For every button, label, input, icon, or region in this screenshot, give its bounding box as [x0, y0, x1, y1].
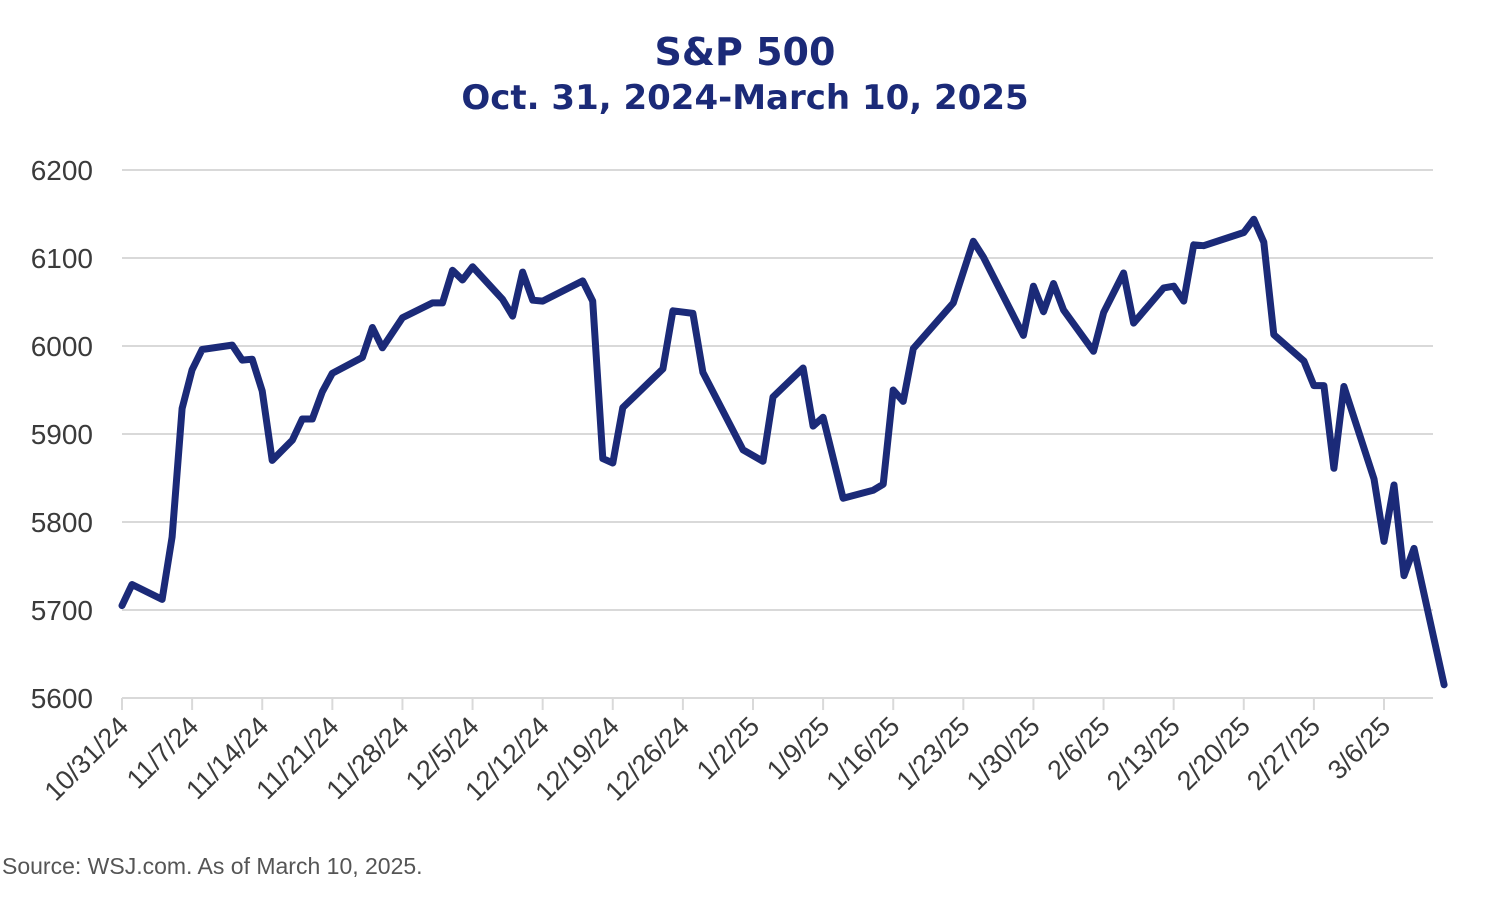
- x-tick-label: 2/20/25: [1171, 711, 1256, 796]
- x-tick-label: 1/2/25: [691, 711, 765, 785]
- y-tick-label: 6100: [31, 243, 93, 274]
- series-line-sp500: [118, 215, 1448, 689]
- y-tick-label: 5900: [31, 419, 93, 450]
- y-axis: 5600 5700 5800 5900 6000 6100 6200: [31, 155, 93, 714]
- chart-subtitle: Oct. 31, 2024-March 10, 2025: [461, 78, 1028, 118]
- gridlines: [122, 169, 1433, 699]
- x-tick-label: 1/16/25: [821, 711, 906, 796]
- series-layer: [118, 215, 1448, 689]
- y-tick-label: 5600: [31, 683, 93, 714]
- source-note: Source: WSJ.com. As of March 10, 2025.: [2, 853, 423, 879]
- y-tick-label: 6000: [31, 331, 93, 362]
- x-tick-label: 3/6/25: [1322, 711, 1396, 785]
- y-tick-label: 6200: [31, 155, 93, 186]
- y-tick-label: 5800: [31, 507, 93, 538]
- x-tick-label: 2/27/25: [1241, 711, 1326, 796]
- x-axis: 10/31/2411/7/2411/14/2411/21/2411/28/241…: [39, 698, 1396, 807]
- x-tick-label: 1/23/25: [891, 711, 976, 796]
- x-tick-label: 1/30/25: [961, 711, 1046, 796]
- chart-title: S&P 500: [655, 30, 836, 74]
- x-tick-label: 10/31/24: [39, 711, 135, 807]
- x-tick-label: 2/13/25: [1101, 711, 1186, 796]
- y-tick-label: 5700: [31, 595, 93, 626]
